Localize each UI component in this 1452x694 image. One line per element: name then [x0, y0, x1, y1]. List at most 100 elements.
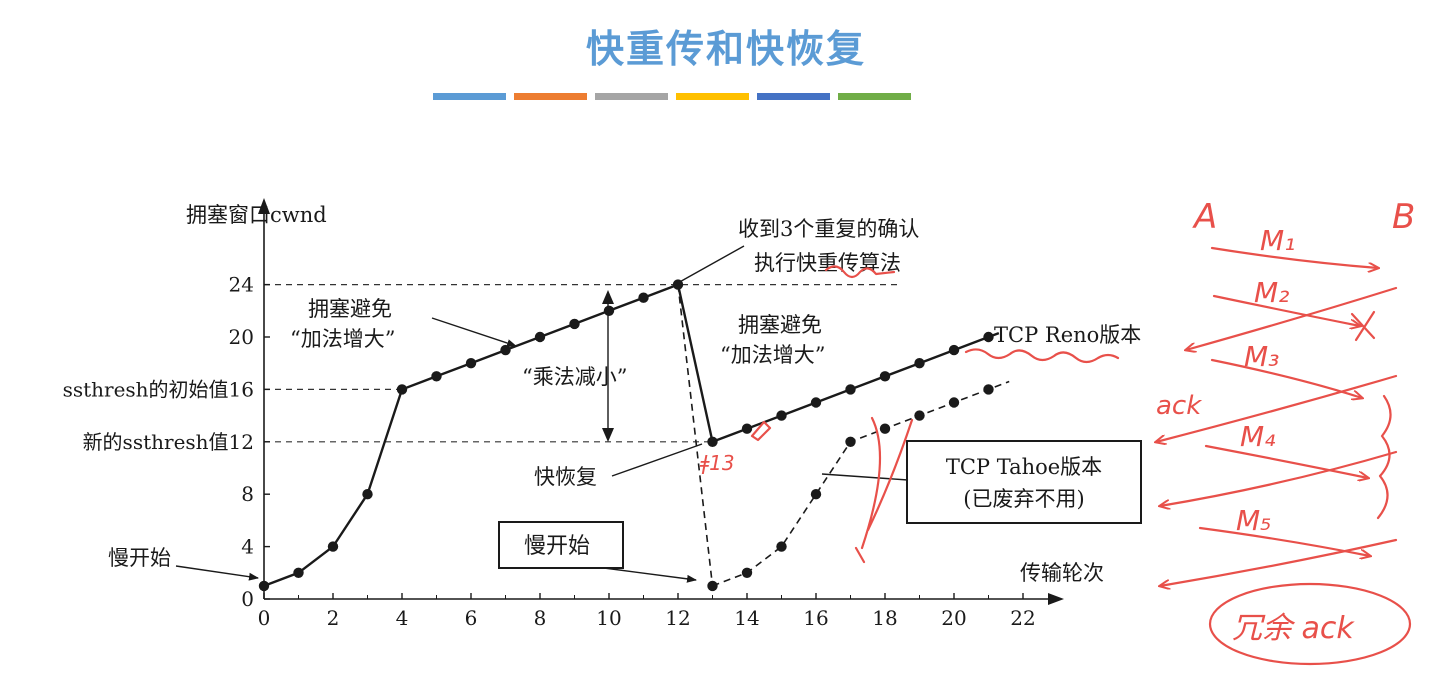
y-axis-arrow — [258, 198, 270, 214]
series-1-point-0-8 — [983, 384, 994, 395]
series-0-point-0-7 — [500, 344, 511, 356]
tahoe-box — [906, 440, 1142, 524]
color-bar-segment-0 — [433, 93, 506, 100]
hw-bottom-ellipse — [1208, 582, 1412, 666]
annot-md-arrow-up — [602, 290, 614, 304]
series-0-point-0-0 — [258, 580, 270, 592]
reference-lines — [264, 284, 900, 443]
series-1-point-0-3 — [810, 489, 822, 500]
x-axis-arrow — [1048, 593, 1064, 605]
x-tick-label-16: 16 — [803, 606, 828, 630]
y-tick-label-0: 0 — [241, 587, 254, 611]
hw-sender-A: A — [1192, 197, 1217, 237]
annot-triple-ack-line — [675, 245, 745, 285]
page-title: 快重传和快恢复 — [585, 27, 866, 71]
x-tick-label-14: 14 — [734, 606, 759, 630]
annot-tahoe-1: TCP Tahoe版本 — [946, 455, 1102, 479]
x-tick-label-4: 4 — [396, 606, 409, 630]
y-tick-label-20: 20 — [229, 325, 254, 349]
series-0-point-1-4 — [845, 384, 856, 395]
color-bar-segment-5 — [838, 93, 911, 100]
series-0-point-0-11 — [638, 292, 649, 303]
annot-tahoe-2: (已废弃不用) — [963, 487, 1084, 511]
x-tick-label-10: 10 — [596, 606, 621, 630]
series-0-point-1-7 — [948, 344, 960, 356]
hw-pencil — [750, 420, 772, 442]
series-1-point-0-6 — [914, 410, 925, 421]
hw-underline-1 — [824, 265, 896, 279]
hw-msg-5: M₅ — [1236, 504, 1271, 537]
color-bar-segment-2 — [595, 93, 668, 100]
hw-arrow-m1 — [1210, 246, 1378, 268]
series-1-point-0-4 — [845, 436, 856, 447]
annot-ssbox-arrow — [603, 567, 697, 583]
series-1-point-0-2 — [776, 541, 787, 552]
y-tick-label-24: 24 — [229, 273, 254, 297]
y-tick-label-4: 4 — [241, 535, 254, 559]
annot-triple-ack-1: 收到3个重复的确认 — [738, 217, 919, 241]
color-bar-segment-4 — [757, 93, 830, 100]
series-1-point-0-7 — [948, 397, 960, 408]
hw-msg-2: M₂ — [1254, 276, 1289, 309]
series-0-drop — [676, 284, 714, 443]
series — [258, 279, 1010, 592]
color-bar — [433, 93, 911, 100]
hw-ack-3 — [1160, 450, 1398, 506]
annot-mult-decrease: “乘法减小” — [522, 365, 627, 389]
series-1-point-0-5 — [879, 423, 891, 434]
series-0-point-0-3 — [362, 489, 373, 500]
series-0-point-1-6 — [914, 358, 925, 369]
series-0-point-1-1 — [741, 423, 753, 434]
ticks: 0 2 4 6 8 10 12 14 16 18 20 22048新的ssthresh值12ssthr… — [63, 273, 1036, 630]
annot-ca1-arrow — [431, 317, 517, 347]
annot-slow-start-arrow — [175, 565, 259, 581]
hw-ack-1 — [1186, 286, 1398, 350]
x-tick-label-8: 8 — [534, 606, 547, 630]
y-tick-label-16: ssthresh的初始值16 — [63, 377, 254, 401]
axes — [258, 198, 1064, 605]
series-0-point-1-3 — [810, 397, 822, 408]
annot-triple-ack-2: 执行快重传算法 — [754, 251, 901, 275]
series-0-point-1-2 — [776, 410, 787, 421]
series-0-point-0-4 — [396, 384, 408, 395]
annot-md-arrow-down — [602, 428, 614, 442]
series-0-point-0-2 — [327, 541, 339, 552]
hw-msg-1: M₁ — [1260, 224, 1295, 257]
series-0-point-0-5 — [431, 371, 442, 382]
hw-ack-4 — [1160, 538, 1398, 586]
annot-slow-start-box: 慢开始 — [524, 534, 590, 559]
x-tick-label-12: 12 — [665, 606, 690, 630]
series-0-point-0-10 — [603, 305, 615, 316]
hw-arrow-m2 — [1212, 294, 1360, 326]
x-tick-label-18: 18 — [872, 606, 897, 630]
hw-receiver-B: B — [1392, 197, 1415, 237]
y-axis-label: 拥塞窗口cwnd — [186, 203, 327, 227]
color-bar-segment-3 — [676, 93, 749, 100]
series-0-point-0-1 — [293, 567, 304, 578]
x-tick-label-20: 20 — [941, 606, 966, 630]
slow-start-box — [498, 521, 624, 569]
hw-timeline-B — [1376, 394, 1392, 520]
series-0-point-1-8 — [983, 331, 994, 343]
series-0-point-0-8 — [534, 331, 546, 343]
annot-ca1-a: 拥塞避免 — [308, 297, 392, 321]
annot-reno-label: TCP Reno版本 — [994, 323, 1141, 347]
hw-arrow-m4 — [1204, 444, 1368, 478]
hw-ack-label: ack — [1156, 391, 1202, 421]
hw-arrow-m5 — [1198, 526, 1370, 556]
x-tick-label-2: 2 — [327, 606, 340, 630]
handwriting-layer: ǂ13 A B M₁ M₂ M₃ ack M₄ M₅ 冗余 ack — [699, 197, 1415, 666]
x-tick-label-22: 22 — [1010, 606, 1035, 630]
hw-msg-4: M₄ — [1240, 420, 1275, 453]
series-0-point-1-0 — [707, 436, 718, 447]
y-tick-label-12: 新的ssthresh值12 — [83, 430, 254, 454]
y-tick-label-8: 8 — [241, 482, 254, 506]
hw-arrow-m3 — [1210, 358, 1362, 398]
annot-fr-line — [611, 443, 703, 477]
series-0-point-0-9 — [569, 318, 580, 330]
annot-ca1-b: “加法增大” — [290, 327, 395, 351]
annot-fast-recovery: 快恢复 — [534, 465, 597, 489]
series-1-point-0-1 — [741, 567, 753, 578]
hw-bottom-note: 冗余 ack — [1232, 611, 1355, 646]
